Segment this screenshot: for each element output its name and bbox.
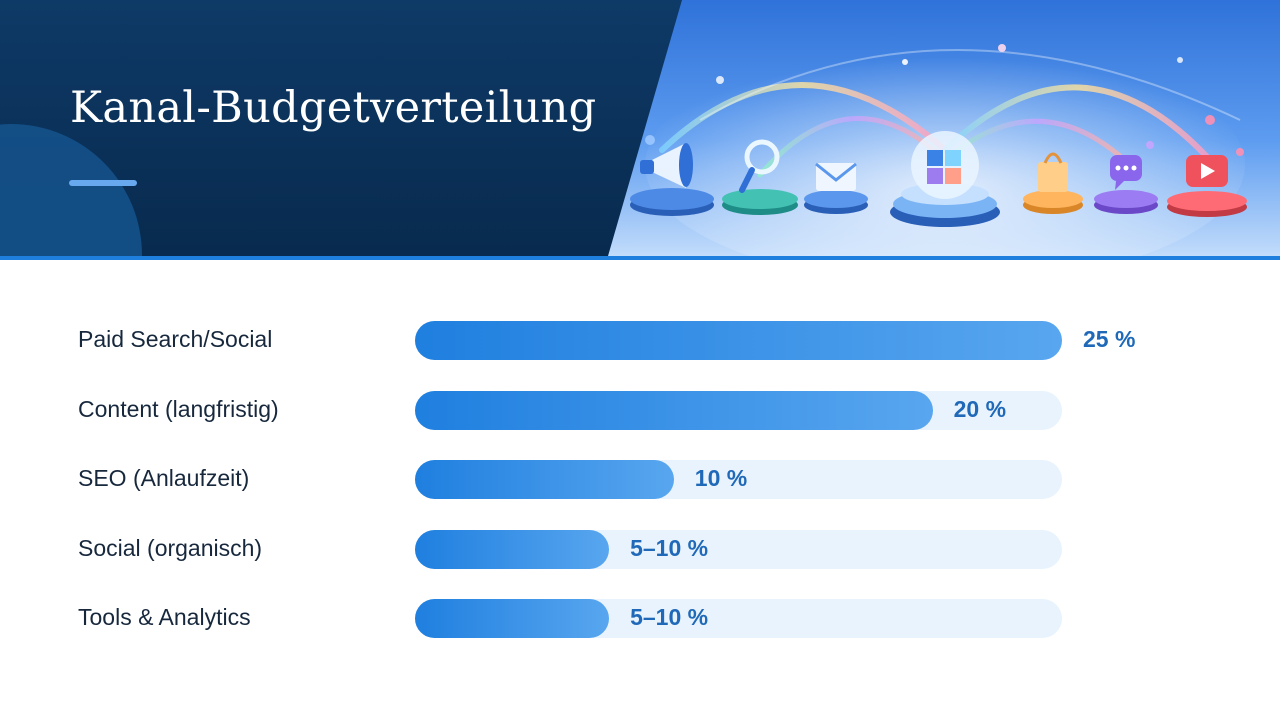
megaphone-icon <box>630 143 714 216</box>
marketing-channels-illustration <box>608 0 1280 256</box>
shopping-bag-icon <box>1023 152 1083 214</box>
header-banner: Kanal-Budgetverteilung <box>0 0 1280 256</box>
data-label: 5–10 % <box>630 604 709 630</box>
category-label: Paid Search/Social <box>78 326 273 352</box>
data-label: 5–10 % <box>630 534 709 561</box>
bar <box>415 529 610 569</box>
video-play-icon <box>1167 155 1247 217</box>
magnifier-icon <box>722 139 798 215</box>
envelope-icon <box>804 162 868 214</box>
title-underline <box>69 180 137 186</box>
category-label: Tools & Analytics <box>78 604 251 630</box>
category-label: Content (langfristig) <box>78 395 279 422</box>
category-label: Social (organisch) <box>78 534 263 561</box>
data-label: 10 % <box>694 465 748 491</box>
bar <box>415 460 674 499</box>
bar <box>415 390 933 430</box>
page-title: Kanal-Budgetverteilung <box>70 83 597 133</box>
budget-bar-chart: Paid Search/Social 25 % Content (langfrist… <box>0 260 1280 720</box>
data-cube-icon <box>890 131 1000 227</box>
header-divider <box>0 256 1280 260</box>
data-label: 25 % <box>1083 326 1136 352</box>
category-label: SEO (Anlaufzeit) <box>78 465 250 491</box>
bar <box>415 599 610 638</box>
bar <box>415 321 1062 360</box>
chat-icon <box>1094 155 1158 214</box>
data-label: 20 % <box>953 395 1007 422</box>
